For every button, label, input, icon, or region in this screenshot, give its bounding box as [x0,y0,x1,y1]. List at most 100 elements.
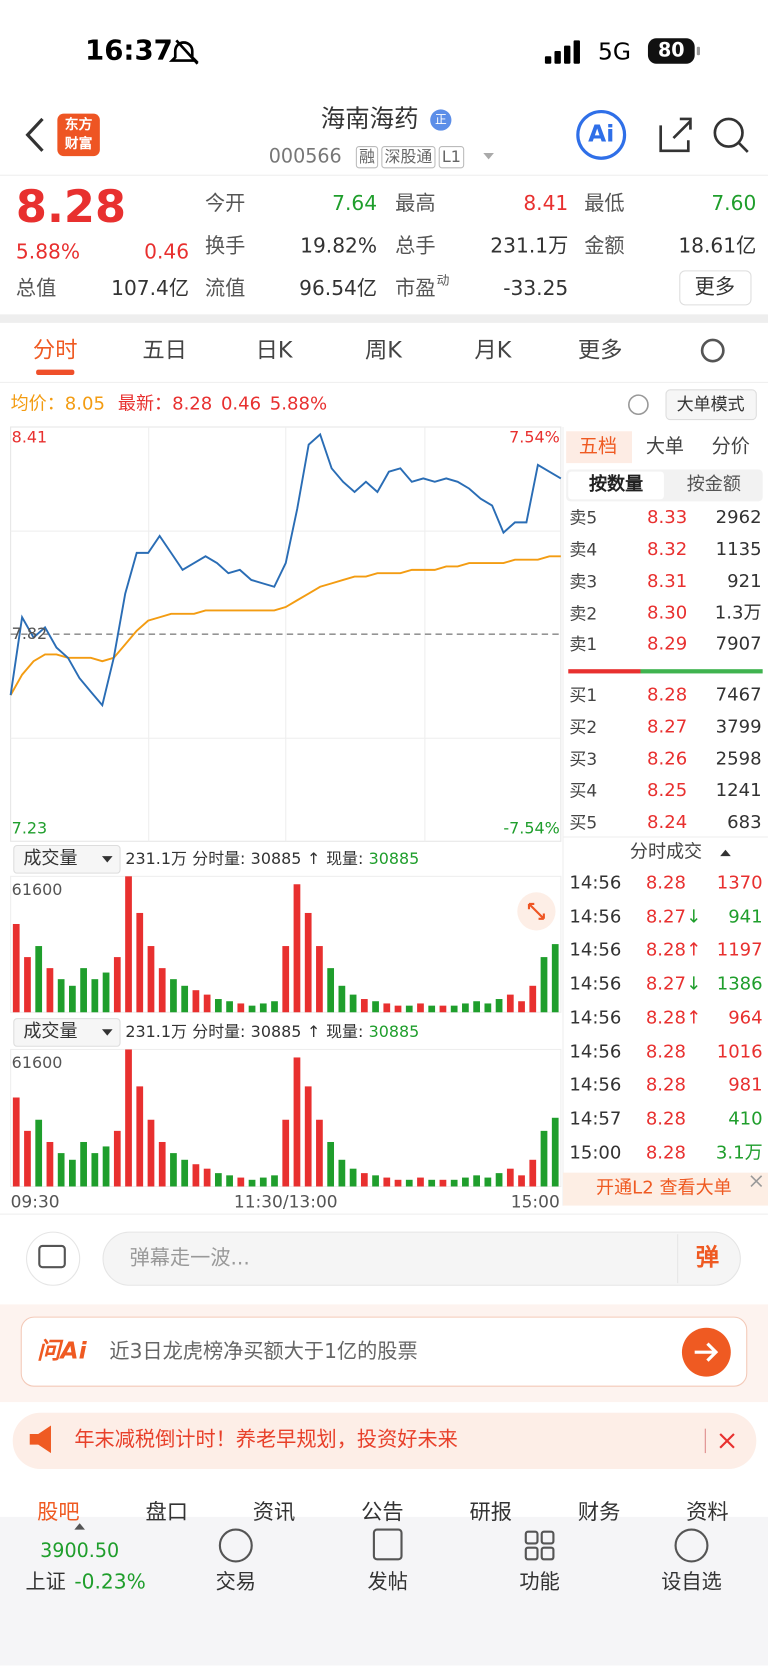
tab[interactable]: 更多 [577,337,623,363]
big-order-button[interactable] [665,389,757,421]
trade-arrow: ↓ [686,973,702,995]
section-tab[interactable]: 股吧 [37,1498,80,1525]
trade-time: 15:00 [569,1142,622,1164]
book-volume: 683 [727,812,762,834]
book-tab[interactable]: 分价 [711,435,750,458]
section-tab[interactable]: 资讯 [252,1498,296,1525]
volume-info: 现量: [326,1022,364,1042]
book-volume: 1241 [715,780,762,802]
promo-text[interactable]: 开通L2 查看大单 [596,1177,732,1199]
volume-bar [192,1164,200,1187]
volume-bar [473,1001,480,1013]
volume-selector[interactable] [13,1018,121,1047]
ai-prompt[interactable]: 近3日龙虎榜净买额大于1亿的股票 [109,1339,418,1364]
y-tick-label: 7.82 [11,624,48,644]
book-volume: 1135 [715,539,762,561]
more-button[interactable] [679,270,752,306]
badge-text: 正 [434,113,447,127]
nav-item[interactable]: 交易 [215,1570,256,1594]
comment-placeholder[interactable]: 弹幕走一波... [129,1246,250,1270]
stock-name: 海南海药 [320,105,419,134]
volume-bar [383,1003,391,1013]
tab[interactable]: 周K [364,337,402,363]
volume-bar [316,1119,323,1187]
field-label: 最高 [395,191,436,216]
volume-bar [46,968,54,1013]
nav-item[interactable]: 设自选 [661,1570,722,1594]
volume-bar [248,1179,256,1187]
mode-label[interactable]: 大单模式 [676,394,745,415]
book-price: 8.25 [647,780,688,802]
settings-button[interactable] [700,338,725,363]
comment-input[interactable] [102,1231,741,1286]
tag: 深股通 [381,146,436,169]
index-name: 上证 [25,1570,66,1594]
volume-label[interactable]: 成交量 [23,1021,78,1043]
field-value: 18.61亿 [678,234,757,258]
badge [430,109,452,131]
barrage-icon [38,1244,66,1269]
ai-brand: 问Ai [37,1338,87,1365]
field-value: 231.1万 [490,234,569,258]
trade-time: 14:56 [569,906,622,928]
price: 8.28 [15,180,127,233]
book-tab[interactable]: 五档 [578,435,618,458]
section-tab[interactable]: 研报 [469,1498,512,1525]
book-tab[interactable]: 大单 [645,435,685,458]
more-label[interactable]: 更多 [694,275,736,300]
section-tab[interactable]: 资料 [686,1498,729,1525]
nav-item[interactable]: 功能 [519,1570,560,1594]
book-subtab[interactable]: 按数量 [588,474,644,496]
volume-bar [237,1003,245,1013]
field-label: 金额 [584,234,625,258]
notice-text[interactable]: 年末减税倒计时！养老早规划，投资好未来 [74,1428,458,1452]
share-button[interactable] [659,117,692,153]
tab[interactable]: 五日 [142,337,187,363]
volume-bar [248,1005,256,1013]
search-button[interactable] [713,117,744,148]
volume-bar [327,968,335,1013]
book-volume: 2962 [715,507,762,529]
ai-box[interactable] [20,1316,748,1387]
expand-arrow[interactable] [74,1523,85,1530]
section-tab[interactable]: 财务 [577,1498,621,1525]
volume-bar [35,1119,43,1187]
close-icon[interactable] [750,1175,763,1188]
tab[interactable]: 日K [255,337,293,363]
nav-item[interactable]: 发帖 [367,1570,408,1594]
index-value[interactable]: 3900.50 [40,1540,120,1563]
ai-label[interactable]: Ai [588,121,615,148]
volume-bar [450,1179,458,1187]
tab[interactable]: 分时 [32,337,78,363]
field-value: 96.54亿 [299,276,378,301]
volume-bar [46,1141,54,1187]
field-value: 7.64 [332,191,378,216]
volume-bar [91,979,99,1013]
dropdown-icon[interactable] [483,152,494,160]
barrage-toggle[interactable] [26,1231,81,1286]
promo-bg[interactable] [562,1172,768,1206]
book-volume: 1.3万 [714,602,762,625]
tab[interactable]: 月K [474,337,512,363]
volume-label[interactable]: 成交量 [23,848,78,870]
section-tab[interactable]: 盘口 [145,1498,189,1525]
volume-bar [12,923,20,1013]
trade-arrow: ↑ [686,939,702,961]
book-subtab[interactable]: 按金额 [686,474,741,496]
trade-volume: 1197 [716,939,763,961]
y2-tick-label: -7.54% [503,818,560,838]
back-button[interactable] [25,117,44,152]
ai-button[interactable] [576,109,627,160]
barrage-button[interactable]: 弹 [695,1244,720,1272]
volume-bar [428,1179,436,1187]
notice-bar[interactable] [12,1412,757,1470]
section-tab[interactable]: 公告 [361,1498,404,1525]
volume-bar [136,912,144,1013]
legend-item: 5.88% [269,393,328,415]
volume-bar [69,1159,76,1187]
help-icon[interactable] [628,394,649,416]
field-value: -33.25 [503,276,569,301]
book-volume: 921 [727,570,762,593]
volume-selector[interactable] [13,844,121,874]
close-icon[interactable] [719,1433,735,1449]
